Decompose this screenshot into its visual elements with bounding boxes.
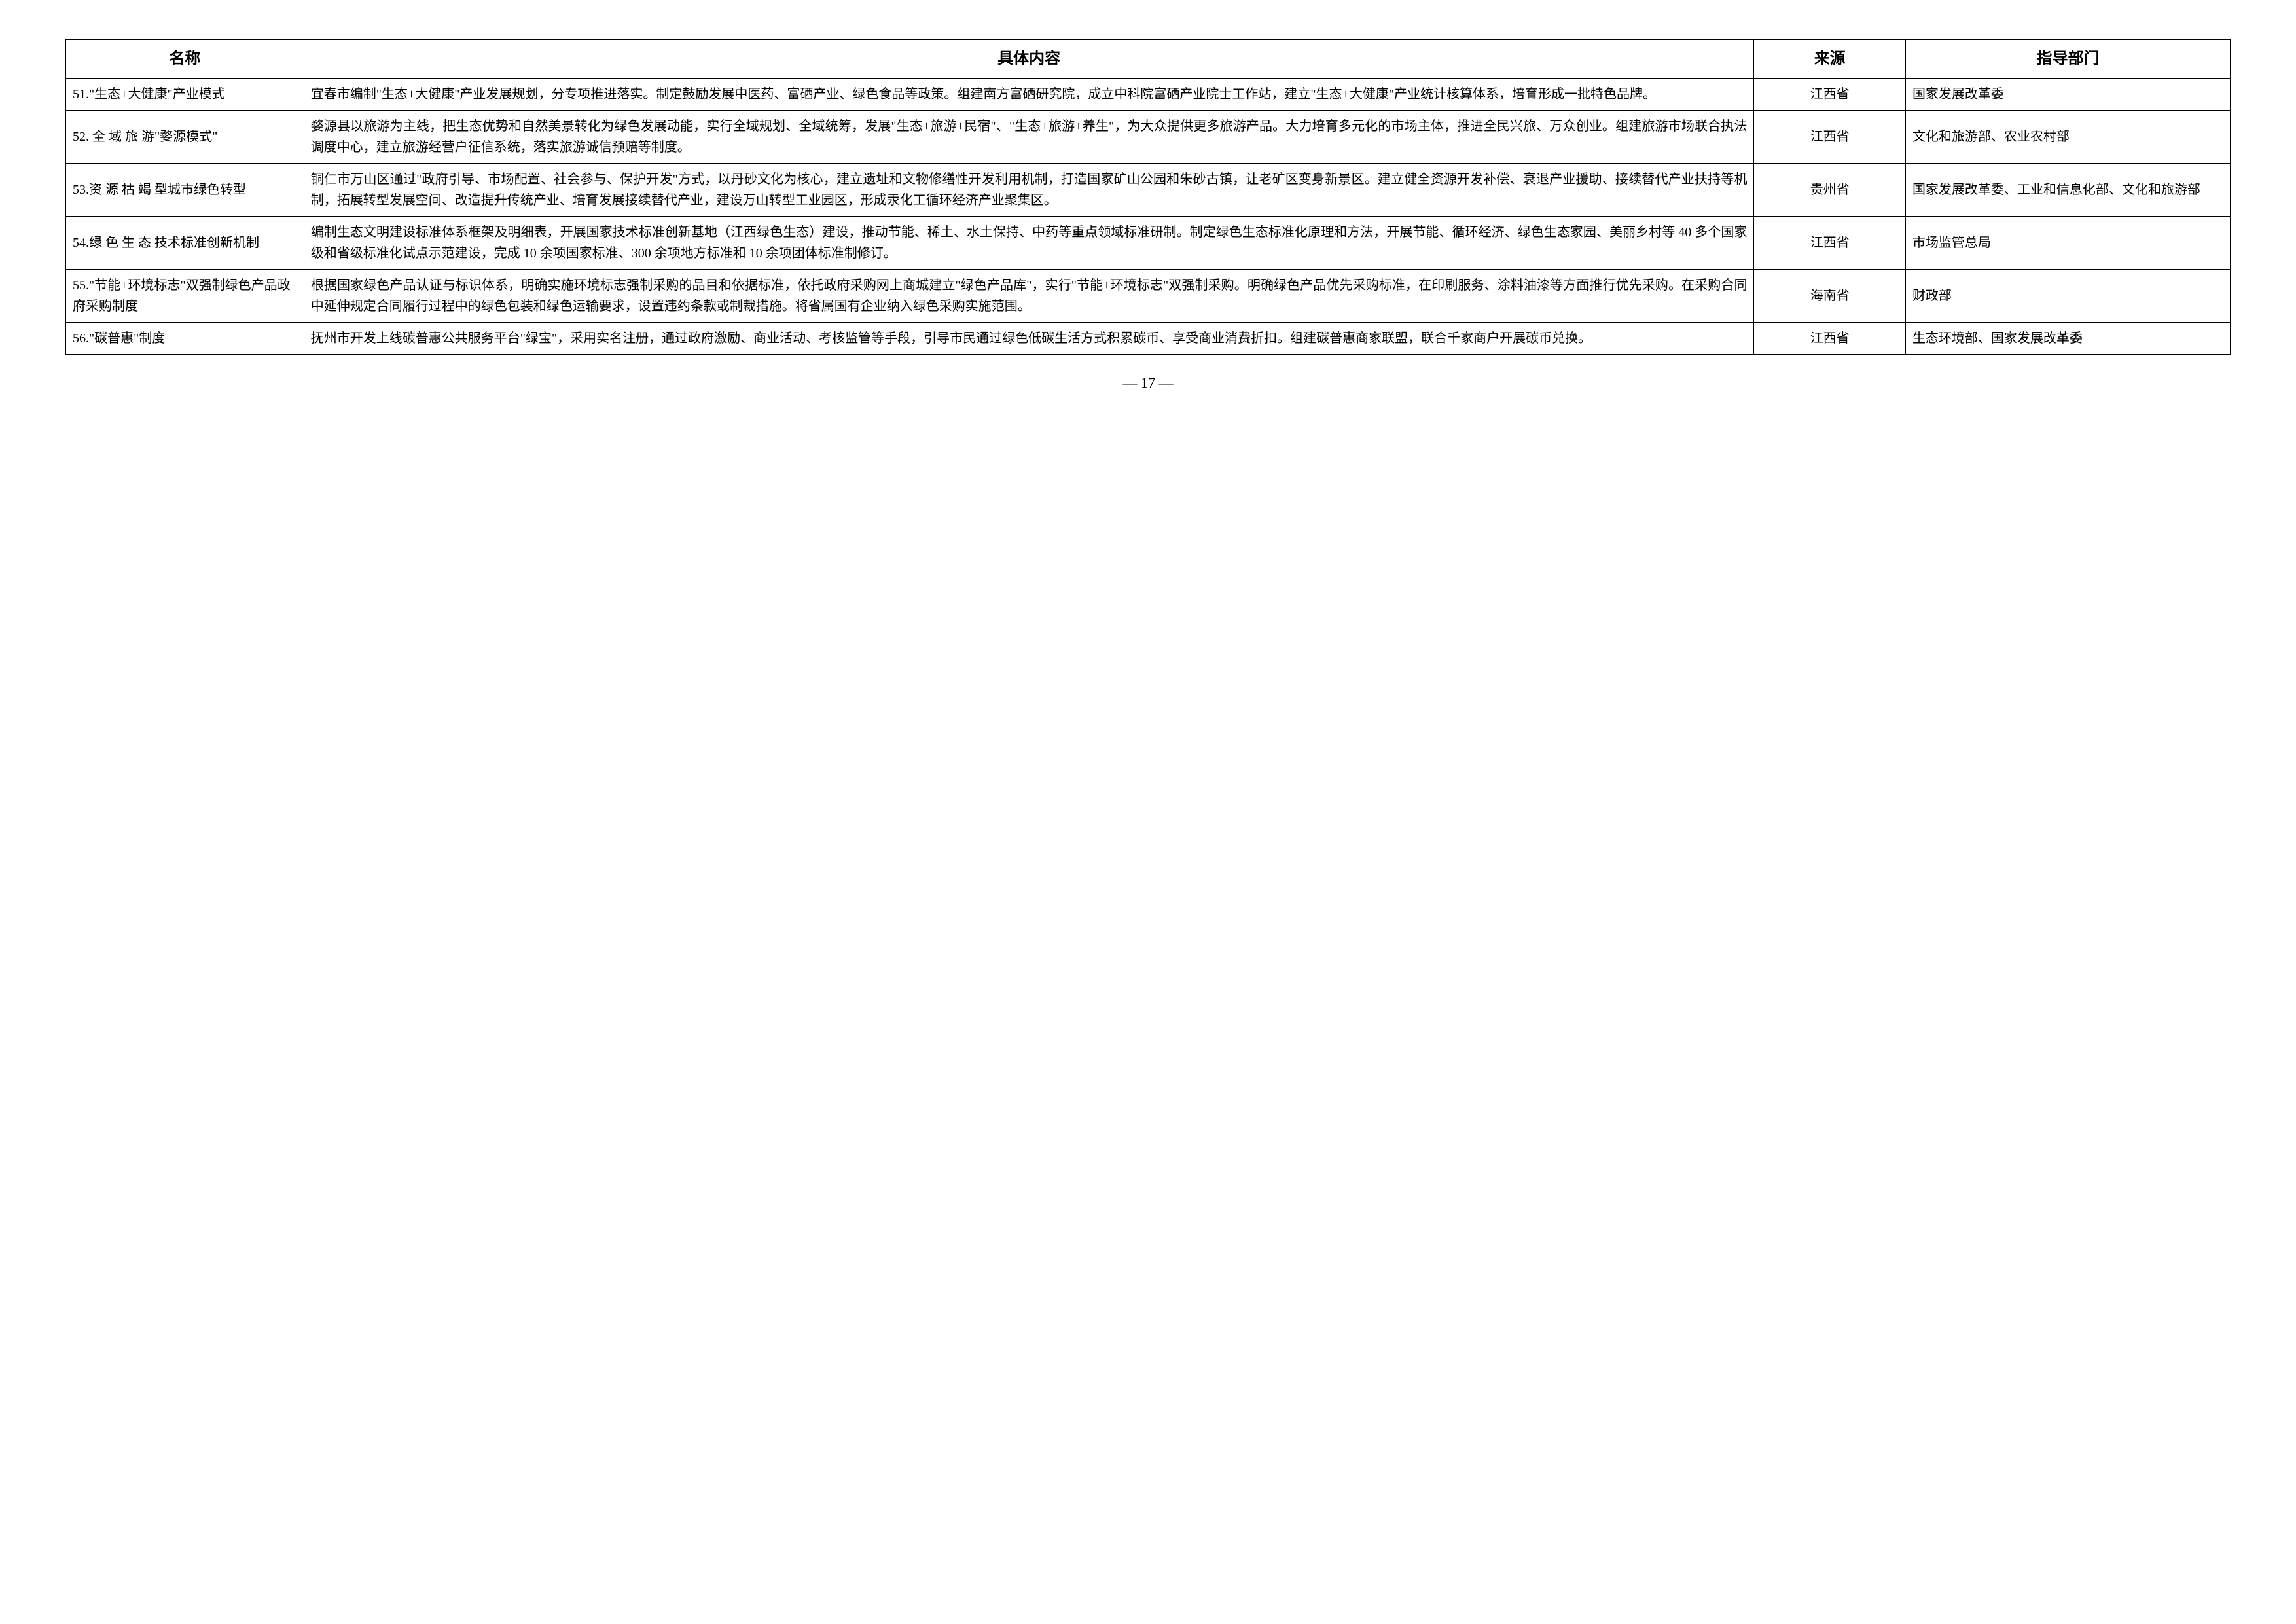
cell-dept: 国家发展改革委、工业和信息化部、文化和旅游部 [1905, 164, 2230, 217]
page-number: — 17 — [65, 374, 2231, 391]
cell-name: 54.绿 色 生 态 技术标准创新机制 [66, 217, 304, 270]
cell-content: 婺源县以旅游为主线，把生态优势和自然美景转化为绿色发展动能，实行全域规划、全域统… [304, 111, 1754, 164]
cell-dept: 文化和旅游部、农业农村部 [1905, 111, 2230, 164]
header-content: 具体内容 [304, 40, 1754, 79]
cell-content: 铜仁市万山区通过"政府引导、市场配置、社会参与、保护开发"方式，以丹砂文化为核心… [304, 164, 1754, 217]
table-row: 56."碳普惠"制度 抚州市开发上线碳普惠公共服务平台"绿宝"，采用实名注册，通… [66, 323, 2231, 355]
header-dept: 指导部门 [1905, 40, 2230, 79]
cell-name: 53.资 源 枯 竭 型城市绿色转型 [66, 164, 304, 217]
cell-dept: 市场监管总局 [1905, 217, 2230, 270]
cell-source: 海南省 [1754, 270, 1905, 323]
page-container: 名称 具体内容 来源 指导部门 51."生态+大健康"产业模式 宜春市编制"生态… [65, 39, 2231, 391]
cell-content: 宜春市编制"生态+大健康"产业发展规划，分专项推进落实。制定鼓励发展中医药、富硒… [304, 79, 1754, 111]
table-row: 51."生态+大健康"产业模式 宜春市编制"生态+大健康"产业发展规划，分专项推… [66, 79, 2231, 111]
cell-dept: 财政部 [1905, 270, 2230, 323]
cell-content: 抚州市开发上线碳普惠公共服务平台"绿宝"，采用实名注册，通过政府激励、商业活动、… [304, 323, 1754, 355]
header-source: 来源 [1754, 40, 1905, 79]
cell-source: 江西省 [1754, 323, 1905, 355]
header-name: 名称 [66, 40, 304, 79]
policy-table: 名称 具体内容 来源 指导部门 51."生态+大健康"产业模式 宜春市编制"生态… [65, 39, 2231, 355]
table-row: 54.绿 色 生 态 技术标准创新机制 编制生态文明建设标准体系框架及明细表，开… [66, 217, 2231, 270]
table-row: 55."节能+环境标志"双强制绿色产品政府采购制度 根据国家绿色产品认证与标识体… [66, 270, 2231, 323]
cell-source: 江西省 [1754, 111, 1905, 164]
table-header-row: 名称 具体内容 来源 指导部门 [66, 40, 2231, 79]
cell-content: 编制生态文明建设标准体系框架及明细表，开展国家技术标准创新基地（江西绿色生态）建… [304, 217, 1754, 270]
cell-name: 55."节能+环境标志"双强制绿色产品政府采购制度 [66, 270, 304, 323]
cell-dept: 国家发展改革委 [1905, 79, 2230, 111]
cell-source: 江西省 [1754, 79, 1905, 111]
cell-dept: 生态环境部、国家发展改革委 [1905, 323, 2230, 355]
cell-name: 56."碳普惠"制度 [66, 323, 304, 355]
cell-name: 51."生态+大健康"产业模式 [66, 79, 304, 111]
cell-source: 江西省 [1754, 217, 1905, 270]
cell-name: 52. 全 域 旅 游"婺源模式" [66, 111, 304, 164]
table-row: 53.资 源 枯 竭 型城市绿色转型 铜仁市万山区通过"政府引导、市场配置、社会… [66, 164, 2231, 217]
cell-source: 贵州省 [1754, 164, 1905, 217]
table-row: 52. 全 域 旅 游"婺源模式" 婺源县以旅游为主线，把生态优势和自然美景转化… [66, 111, 2231, 164]
cell-content: 根据国家绿色产品认证与标识体系，明确实施环境标志强制采购的品目和依据标准，依托政… [304, 270, 1754, 323]
